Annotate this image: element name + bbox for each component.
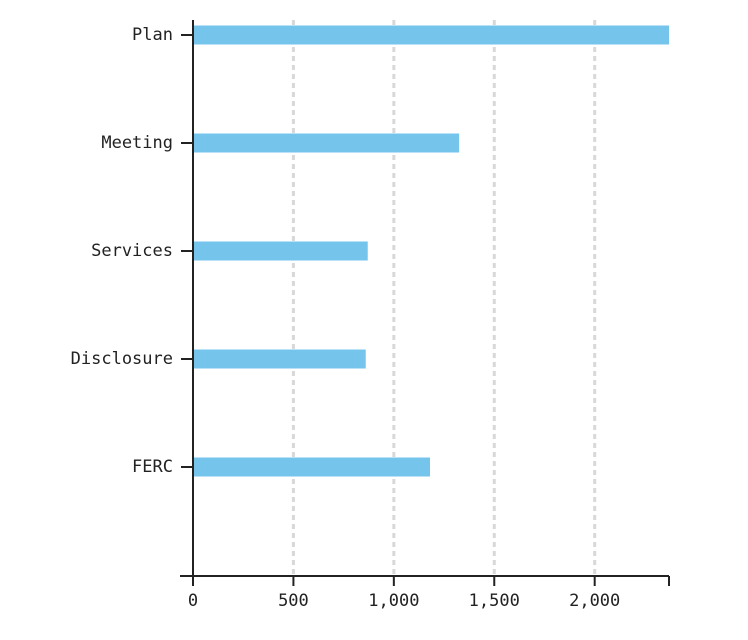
x-tick-label: 500 [278,591,309,611]
y-tick-label: Services [91,241,173,261]
x-tick-label: 1,500 [469,591,520,611]
x-tick-label: 1,000 [368,591,419,611]
y-tick-label: Meeting [101,133,173,153]
bar [193,133,460,153]
y-tick-label: Disclosure [71,349,173,369]
bar [193,25,669,45]
y-tick-label: Plan [132,25,173,45]
bar [193,349,366,369]
grid-lines [291,20,597,576]
y-tick-label: FERC [132,457,173,477]
bars [193,25,669,477]
bar [193,241,368,261]
x-tick-label: 2,000 [569,591,620,611]
axes [180,20,670,586]
x-tick-label: 0 [188,591,198,611]
x-axis-ticks: 0 500 1,000 1,500 2,000 [188,576,620,611]
bar [193,457,430,477]
y-axis-ticks: Plan Meeting Services Disclosure FERC [71,25,193,477]
